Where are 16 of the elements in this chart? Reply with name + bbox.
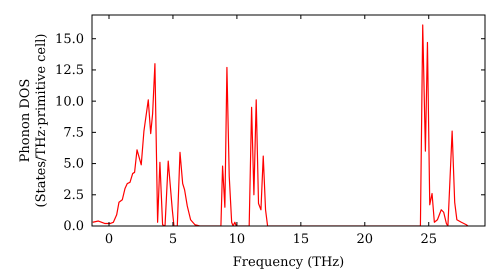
y-axis-title: Phonon DOS (States/THz·primitive cell) <box>18 33 49 208</box>
line-series <box>92 24 469 226</box>
y-tick-label: 15.0 <box>55 32 84 47</box>
x-tick-label: 15 <box>292 232 310 248</box>
x-tick-label: 0 <box>104 232 114 248</box>
y-tick-label: 2.5 <box>63 188 84 203</box>
y-tick-label: 12.5 <box>55 63 84 78</box>
x-axis-title: Frequency (THz) <box>232 255 344 270</box>
y-tick-label: 10.0 <box>55 94 84 110</box>
x-tick-label: 25 <box>420 232 438 248</box>
y-tick-label: 5.0 <box>63 156 84 172</box>
y-tick-label: 7.5 <box>63 126 84 141</box>
x-tick-label: 5 <box>168 232 178 248</box>
x-tick-label: 10 <box>228 232 246 248</box>
y-tick-label: 0.0 <box>63 219 84 234</box>
x-tick-label: 20 <box>356 232 374 248</box>
